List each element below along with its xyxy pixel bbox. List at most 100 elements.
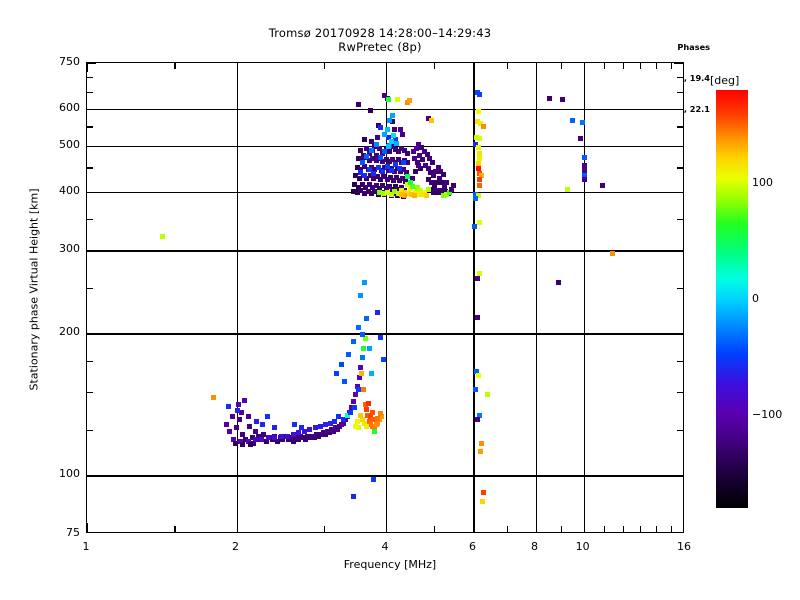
data-point	[354, 190, 360, 196]
y-axis-minor-tick	[87, 126, 93, 128]
data-point	[240, 431, 246, 437]
data-point	[334, 371, 340, 377]
y-axis-tick	[87, 333, 96, 335]
y-axis-title: Stationary phase Virtual Height [km]	[27, 188, 41, 391]
x-axis-minor-tick	[506, 526, 508, 532]
data-point	[395, 193, 401, 199]
data-point	[474, 275, 480, 281]
data-point	[366, 400, 372, 406]
data-point	[396, 157, 402, 163]
x-axis-minor-tick	[604, 63, 606, 69]
data-point	[245, 414, 251, 420]
data-point	[369, 147, 374, 153]
data-point	[366, 150, 372, 156]
data-point	[380, 169, 386, 175]
data-point	[475, 417, 481, 423]
data-point	[253, 418, 259, 424]
data-point	[425, 115, 431, 121]
data-point	[355, 387, 361, 392]
data-point	[255, 433, 261, 439]
data-point	[472, 192, 478, 198]
data-point	[386, 96, 392, 102]
x-axis-minor-tick	[640, 63, 642, 69]
data-point	[357, 412, 363, 418]
data-point	[230, 437, 236, 443]
x-axis-tick	[386, 523, 388, 532]
data-point	[384, 126, 390, 132]
data-point	[362, 336, 368, 342]
data-point	[385, 190, 391, 196]
data-point	[389, 156, 395, 162]
data-point	[378, 335, 384, 340]
data-point	[402, 148, 408, 154]
data-point	[410, 149, 416, 155]
data-point	[272, 435, 278, 441]
x-axis-minor-tick	[323, 63, 326, 69]
data-point	[352, 405, 358, 411]
data-point	[425, 166, 431, 172]
data-point	[397, 178, 403, 184]
y-axis-minor-tick	[87, 167, 93, 169]
x-axis-minor-tick	[656, 526, 658, 532]
x-axis-tick	[473, 63, 475, 72]
data-point	[565, 187, 571, 193]
data-point	[386, 135, 392, 141]
data-point	[242, 398, 248, 404]
data-point	[400, 132, 406, 138]
data-point	[418, 165, 424, 171]
data-point	[433, 187, 439, 193]
data-point	[383, 156, 389, 162]
data-point	[355, 324, 361, 330]
y-axis-tick	[674, 191, 683, 193]
data-point	[377, 189, 383, 195]
data-point	[386, 144, 392, 150]
y-axis-tick	[674, 145, 683, 148]
data-point	[357, 175, 363, 181]
data-point	[367, 414, 373, 420]
y-axis-minor-tick	[677, 429, 683, 431]
x-axis-minor-tick	[622, 526, 625, 532]
data-point	[398, 169, 404, 175]
plot-subtitle: RwPretec (8p)	[338, 40, 422, 54]
x-axis-tick	[87, 523, 89, 532]
data-point	[317, 423, 323, 429]
data-point	[401, 166, 407, 172]
y-axis-tick-label: 600	[59, 100, 80, 114]
data-point	[373, 182, 379, 188]
data-point	[227, 428, 233, 434]
data-point	[378, 124, 384, 130]
data-point	[407, 179, 413, 185]
data-point	[415, 162, 421, 168]
data-point	[405, 174, 411, 180]
data-point	[409, 176, 415, 182]
data-point	[364, 145, 370, 151]
data-point	[394, 140, 400, 146]
gridline-horizontal	[87, 333, 683, 335]
data-point	[419, 145, 425, 151]
data-point	[381, 191, 387, 197]
x-axis-minor-tick	[560, 526, 563, 532]
data-point	[236, 402, 242, 408]
data-point	[402, 192, 408, 198]
data-point	[354, 164, 360, 170]
data-point	[447, 190, 453, 196]
data-point	[269, 437, 275, 443]
data-point	[372, 428, 378, 434]
data-canvas	[87, 63, 683, 532]
data-point	[288, 435, 294, 441]
data-point	[292, 422, 298, 428]
data-point	[301, 428, 307, 434]
data-point	[355, 155, 361, 161]
data-point	[580, 119, 586, 125]
data-point	[484, 392, 490, 398]
data-point	[396, 187, 402, 193]
gridline-horizontal	[87, 145, 683, 148]
data-point	[475, 160, 481, 166]
data-point	[261, 431, 267, 437]
y-axis-minor-tick	[87, 392, 93, 394]
data-point	[476, 166, 482, 172]
gridline-vertical	[473, 63, 475, 532]
data-point	[480, 498, 486, 504]
data-point	[295, 437, 301, 443]
data-point	[388, 191, 394, 197]
